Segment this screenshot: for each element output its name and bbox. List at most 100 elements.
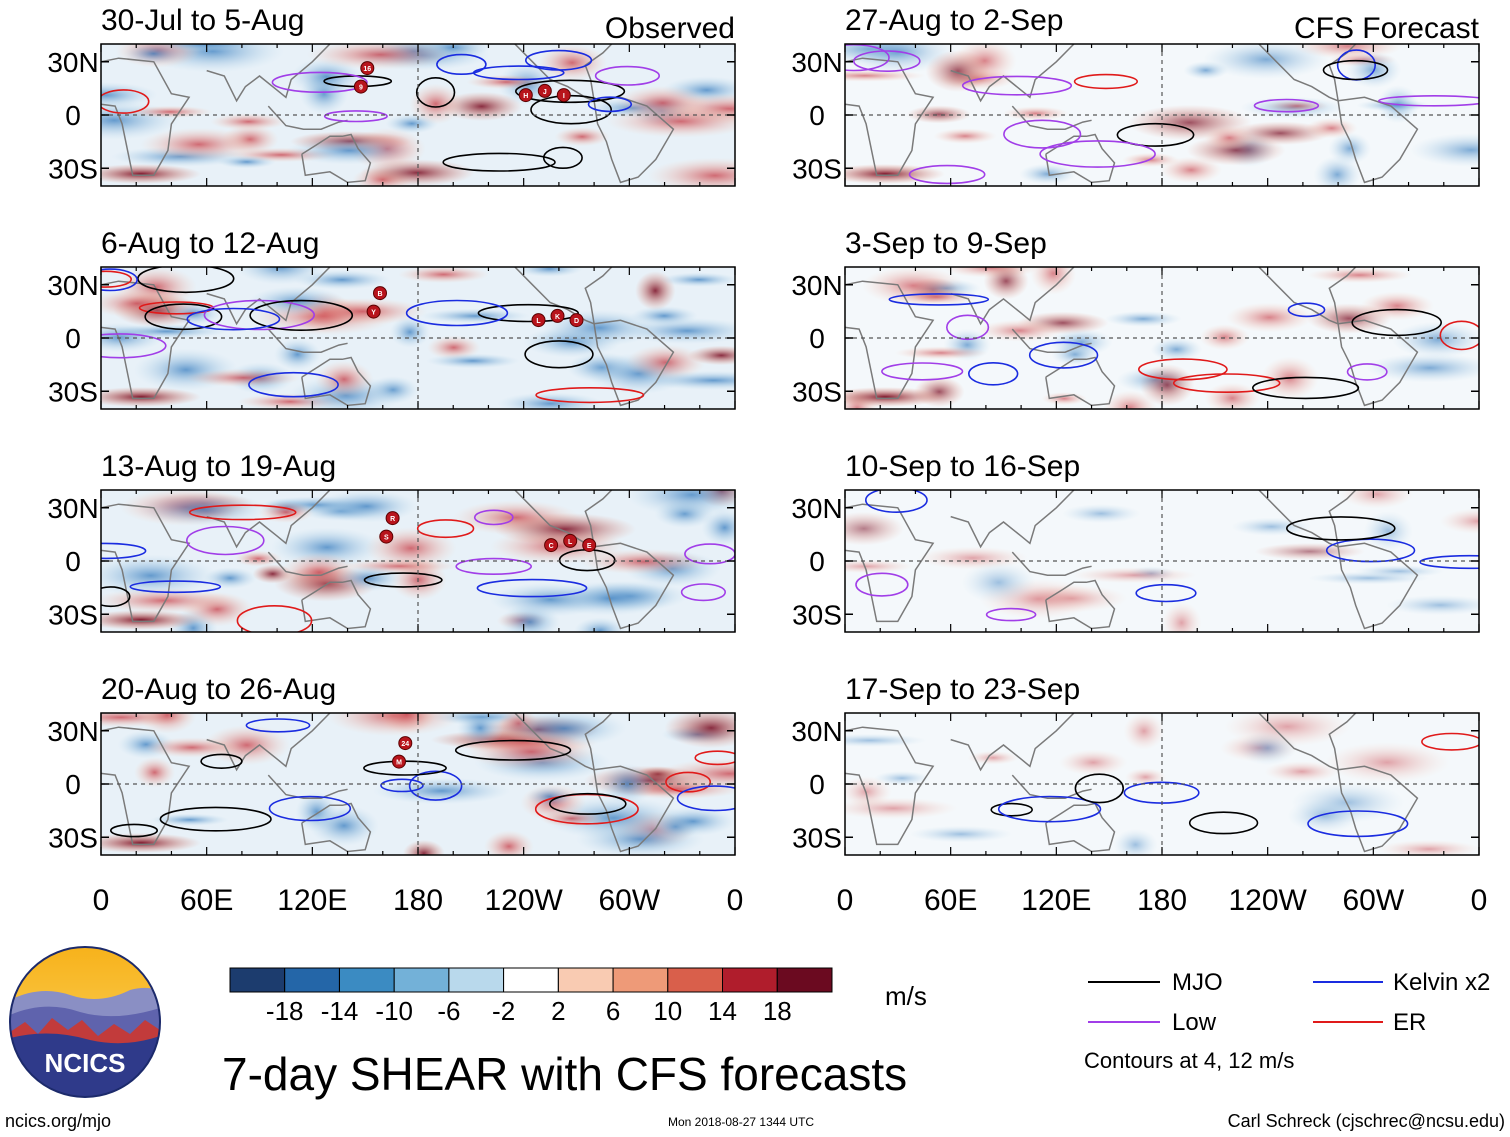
observed-panel-1: 16 9 H J I 30N 0 30S (47, 43, 736, 187)
storm-marker: I (556, 88, 571, 103)
y-tick-label: 0 (809, 323, 825, 354)
colorbar-swatch (448, 967, 505, 993)
x-tick-label: 60E (924, 884, 977, 917)
y-tick-label: 0 (65, 769, 81, 800)
storm-marker: R (385, 511, 400, 526)
x-tick-label: 0 (837, 884, 854, 917)
panel-date-label: 30-Jul to 5-Aug (101, 4, 304, 37)
colorbar-label: -10 (375, 996, 413, 1026)
storm-label: S (384, 535, 389, 542)
x-tick-label: 0 (1471, 884, 1488, 917)
storm-marker: L (563, 533, 578, 548)
y-tick-label: 30S (48, 822, 98, 853)
storm-label: 16 (363, 66, 371, 73)
panel-date-label: 3-Sep to 9-Sep (845, 227, 1047, 260)
colorbar: -18 -14 -10 -6 -2 2 6 10 14 18 (229, 967, 833, 1026)
y-tick-label: 30N (791, 270, 842, 301)
colorbar-swatch (503, 967, 559, 993)
storm-label: Y (371, 310, 376, 317)
observed-header: Observed (605, 12, 735, 45)
y-tick-label: 30N (791, 47, 842, 78)
y-tick-label: 0 (809, 100, 825, 131)
colorbar-label: 6 (606, 996, 620, 1026)
colorbar-swatch (612, 967, 669, 993)
storm-label: D (574, 318, 579, 325)
y-tick-label: 0 (65, 546, 81, 577)
storm-label: K (555, 314, 560, 321)
credit: Carl Schreck (cjschrec@ncsu.edu) (1228, 1111, 1505, 1131)
panel-date-label: 10-Sep to 16-Sep (845, 450, 1080, 483)
storm-label: L (568, 539, 573, 546)
colorbar-label: -14 (321, 996, 359, 1026)
colorbar-units: m/s (885, 981, 927, 1011)
y-tick-label: 30N (47, 47, 98, 78)
panel-date-label: 20-Aug to 26-Aug (101, 673, 336, 706)
chart-title: 7-day SHEAR with CFS forecasts (222, 1048, 907, 1100)
storm-marker: J (537, 83, 552, 98)
colorbar-label: 2 (551, 996, 565, 1026)
storm-marker: B (373, 286, 387, 301)
storm-marker: M (392, 754, 406, 769)
observed-panel-3: R S C L E 30N 0 30S (47, 489, 736, 633)
site-link[interactable]: ncics.org/mjo (5, 1111, 111, 1131)
colorbar-swatch (557, 967, 614, 993)
panel-date-label: 17-Sep to 23-Sep (845, 673, 1080, 706)
storm-marker: L (531, 313, 546, 328)
storm-marker: H (518, 88, 533, 103)
y-tick-label: 0 (809, 769, 825, 800)
legend: MJO Kelvin x2 Low ER Contours at 4, 12 m… (1084, 969, 1490, 1073)
y-tick-label: 30S (792, 376, 842, 407)
colorbar-swatch (722, 967, 778, 993)
colorbar-label: 10 (653, 996, 682, 1026)
y-tick-label: 0 (65, 323, 81, 354)
storm-marker: D (569, 313, 584, 328)
x-tick-label: 120E (277, 884, 347, 917)
forecast-panel-3: 30N 0 30S (791, 489, 1480, 633)
x-tick-label: 0 (93, 884, 110, 917)
forecast-header: CFS Forecast (1294, 12, 1480, 45)
x-tick-label: 60E (180, 884, 233, 917)
storm-marker: 16 (360, 61, 375, 76)
y-tick-label: 30S (792, 153, 842, 184)
colorbar-label: -2 (492, 996, 515, 1026)
y-tick-label: 30S (792, 822, 842, 853)
timestamp: Mon 2018-08-27 1344 UTC (668, 1115, 814, 1129)
observed-panel-2: B Y L K D 30N 0 30S (47, 266, 736, 410)
storm-label: J (543, 89, 547, 96)
storm-label: 9 (359, 85, 363, 92)
storm-marker: Y (366, 304, 381, 319)
storm-label: H (523, 93, 528, 100)
observed-panel-4: 24 M 30N 0 30S (47, 712, 736, 856)
colorbar-label: 18 (763, 996, 792, 1026)
y-tick-label: 30N (47, 493, 98, 524)
y-tick-label: 30N (47, 270, 98, 301)
x-tick-label: 180 (393, 884, 443, 917)
x-tick-label: 180 (1137, 884, 1187, 917)
x-tick-label: 120E (1021, 884, 1091, 917)
storm-label: E (587, 543, 592, 550)
x-tick-label: 60W (598, 884, 660, 917)
forecast-panel-1: 30N 0 30S (791, 43, 1480, 187)
storm-marker: S (379, 529, 394, 544)
contour-note: Contours at 4, 12 m/s (1084, 1048, 1294, 1073)
logo-text: NCICS (45, 1048, 126, 1078)
storm-marker: K (550, 308, 565, 323)
colorbar-label: 14 (708, 996, 737, 1026)
colorbar-swatch (284, 967, 340, 993)
colorbar-label: -18 (266, 996, 304, 1026)
y-tick-label: 30S (48, 599, 98, 630)
colorbar-swatch (667, 967, 723, 993)
panel-date-label: 6-Aug to 12-Aug (101, 227, 319, 260)
y-tick-label: 30S (48, 153, 98, 184)
ncics-logo: NCICS (9, 946, 161, 1098)
storm-marker: 24 (398, 736, 413, 751)
storm-label: R (390, 516, 395, 523)
storm-label: B (377, 291, 382, 298)
storm-label: C (549, 543, 554, 550)
legend-label-low: Low (1172, 1009, 1217, 1036)
storm-marker: 9 (353, 79, 368, 94)
legend-label-mjo: MJO (1172, 969, 1223, 996)
y-tick-label: 0 (809, 546, 825, 577)
forecast-panel-4: 30N 0 30S (791, 712, 1480, 856)
